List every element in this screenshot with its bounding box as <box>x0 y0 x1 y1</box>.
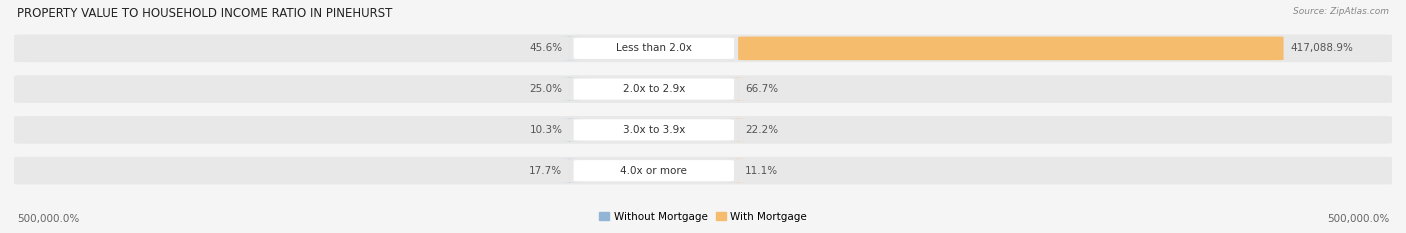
Legend: Without Mortgage, With Mortgage: Without Mortgage, With Mortgage <box>599 212 807 222</box>
FancyBboxPatch shape <box>558 159 581 182</box>
FancyBboxPatch shape <box>727 77 749 101</box>
FancyBboxPatch shape <box>727 159 749 182</box>
Text: 500,000.0%: 500,000.0% <box>1327 214 1389 224</box>
Text: Less than 2.0x: Less than 2.0x <box>616 43 692 53</box>
FancyBboxPatch shape <box>14 75 1392 103</box>
Text: 500,000.0%: 500,000.0% <box>17 214 79 224</box>
Text: 2.0x to 2.9x: 2.0x to 2.9x <box>623 84 685 94</box>
FancyBboxPatch shape <box>574 79 734 100</box>
Text: 66.7%: 66.7% <box>745 84 779 94</box>
Text: 25.0%: 25.0% <box>530 84 562 94</box>
FancyBboxPatch shape <box>558 37 581 60</box>
FancyBboxPatch shape <box>14 34 1392 62</box>
FancyBboxPatch shape <box>738 37 1284 60</box>
Text: 22.2%: 22.2% <box>745 125 779 135</box>
FancyBboxPatch shape <box>558 77 581 101</box>
Text: 11.1%: 11.1% <box>745 166 779 176</box>
Text: 45.6%: 45.6% <box>529 43 562 53</box>
Text: 10.3%: 10.3% <box>530 125 562 135</box>
FancyBboxPatch shape <box>727 118 749 142</box>
Text: 17.7%: 17.7% <box>529 166 562 176</box>
FancyBboxPatch shape <box>574 119 734 140</box>
Text: PROPERTY VALUE TO HOUSEHOLD INCOME RATIO IN PINEHURST: PROPERTY VALUE TO HOUSEHOLD INCOME RATIO… <box>17 7 392 20</box>
Text: Source: ZipAtlas.com: Source: ZipAtlas.com <box>1294 7 1389 16</box>
FancyBboxPatch shape <box>14 116 1392 144</box>
FancyBboxPatch shape <box>14 157 1392 185</box>
FancyBboxPatch shape <box>574 38 734 59</box>
FancyBboxPatch shape <box>558 118 581 142</box>
Text: 4.0x or more: 4.0x or more <box>620 166 688 176</box>
FancyBboxPatch shape <box>574 160 734 181</box>
Text: 3.0x to 3.9x: 3.0x to 3.9x <box>623 125 685 135</box>
Text: 417,088.9%: 417,088.9% <box>1291 43 1354 53</box>
